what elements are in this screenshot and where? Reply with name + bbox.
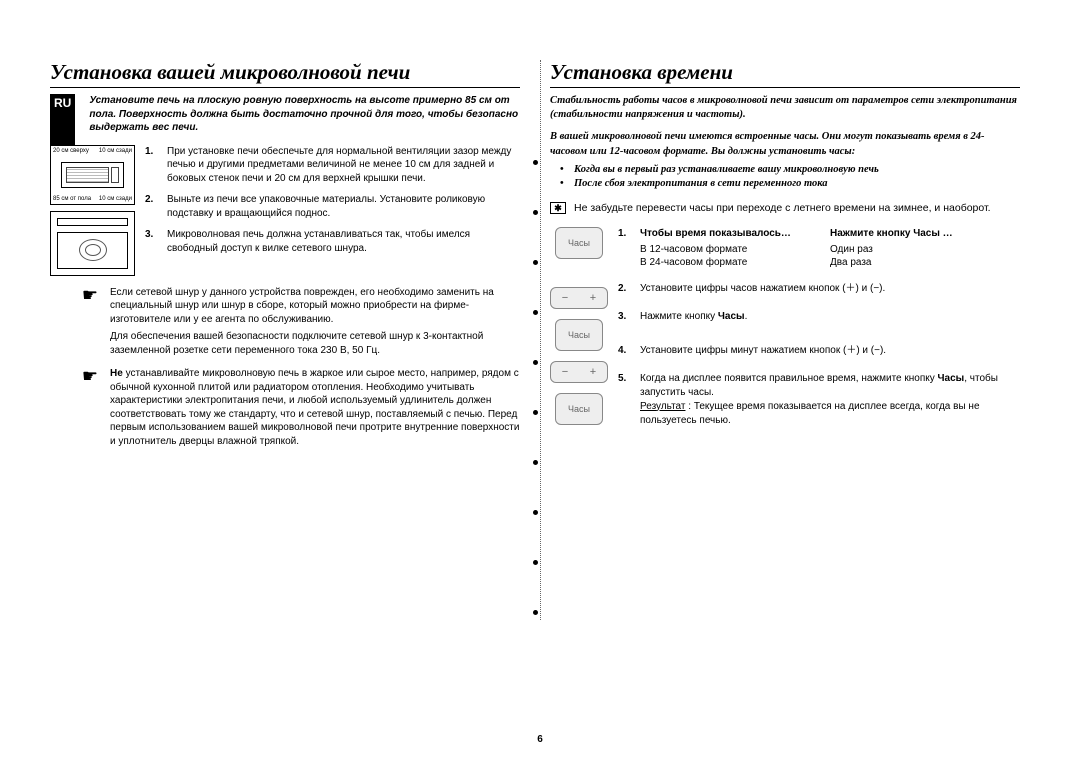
pointer-text: Если сетевой шнур у данного устройства п… — [110, 286, 520, 358]
result-label: Результат — [640, 401, 685, 412]
pointer-icon: ☛ — [80, 286, 100, 358]
note-icon: ✱ — [550, 202, 566, 214]
step-text: Установите цифры часов нажатием кнопок (… — [640, 282, 885, 296]
right-intro-2: В вашей микроволновой печи имеются встро… — [550, 130, 1020, 158]
step-text: Установите цифры минут нажатием кнопок (… — [640, 344, 886, 358]
table-cell: Один раз — [830, 243, 1020, 257]
table-header: Нажмите кнопку Часы … — [830, 227, 1020, 241]
lang-badge: RU — [50, 94, 75, 145]
plus-minus-button-icon: −+ — [550, 287, 608, 309]
bullet-item: После сбоя электропитания в сети перемен… — [550, 177, 1020, 191]
step-item: 3. Микроволновая печь должна устанавлива… — [145, 228, 520, 255]
center-divider — [540, 60, 541, 620]
dot-icon — [533, 410, 538, 415]
button-diagram-column: Часы −+ Часы −+ Часы — [550, 227, 608, 436]
step-number: 4. — [618, 344, 632, 358]
emphasis: Не — [110, 368, 123, 379]
bullet-list: Когда вы в первый раз устанавливаете ваш… — [550, 163, 1020, 191]
table-cell: В 24-часовом формате — [640, 256, 830, 270]
dim-label: 10 см сзади — [99, 196, 132, 202]
dot-icon — [533, 210, 538, 215]
pointer-row: ☛ Если сетевой шнур у данного устройства… — [50, 286, 520, 358]
step-number: 1. — [618, 227, 632, 270]
dot-icon — [533, 460, 538, 465]
diagram-top-view: 20 см сверху 10 см сзади 85 см от пола 1… — [50, 145, 135, 205]
dot-icon — [533, 510, 538, 515]
dim-label: 85 см от пола — [53, 196, 91, 202]
right-column: Установка времени Стабильность работы ча… — [550, 60, 1020, 458]
diagram-row: 20 см сверху 10 см сзади 85 см от пола 1… — [50, 145, 520, 276]
diagram-front-view — [50, 211, 135, 276]
dot-icon — [533, 610, 538, 615]
step-item: 5. Когда на дисплее появится правильное … — [618, 372, 1020, 428]
clock-button-icon: Часы — [555, 319, 603, 351]
page-number: 6 — [537, 734, 543, 745]
dot-icon — [533, 160, 538, 165]
pointer-paragraph: устанавливайте микроволновую печь в жарк… — [110, 368, 519, 447]
step-number: 3. — [145, 228, 159, 255]
dim-label: 10 см сзади — [99, 148, 132, 154]
clock-button-icon: Часы — [555, 393, 603, 425]
step-number: 2. — [145, 193, 159, 220]
table-cell: Два раза — [830, 256, 1020, 270]
dot-icon — [533, 360, 538, 365]
step-number: 5. — [618, 372, 632, 428]
right-heading-row: Установка времени — [550, 60, 1020, 88]
step-item: 3. Нажмите кнопку Часы. — [618, 310, 1020, 324]
microwave-diagram: 20 см сверху 10 см сзади 85 см от пола 1… — [50, 145, 135, 276]
table-header: Чтобы время показывалось… — [640, 227, 830, 241]
step-item: 1. При установке печи обеспечьте для нор… — [145, 145, 520, 186]
right-steps-list: 1. Чтобы время показывалось… Нажмите кно… — [618, 227, 1020, 436]
step-text: Нажмите кнопку Часы. — [640, 310, 747, 324]
pointer-icon: ☛ — [80, 367, 100, 448]
table-cell: В 12-часовом формате — [640, 243, 830, 257]
page-container: Установка вашей микроволновой печи RU Ус… — [50, 60, 1030, 458]
step-item: 2. Выньте из печи все упаковочные матери… — [145, 193, 520, 220]
binding-dots — [533, 160, 538, 615]
step-number: 3. — [618, 310, 632, 324]
dot-icon — [533, 310, 538, 315]
right-intro-1: Стабильность работы часов в микроволново… — [550, 94, 1020, 122]
step-number: 1. — [145, 145, 159, 186]
step-text: При установке печи обеспечьте для нормал… — [167, 145, 520, 186]
right-heading: Установка времени — [550, 60, 733, 85]
step-item: 2. Установите цифры часов нажатием кнопо… — [618, 282, 1020, 296]
step-item: 1. Чтобы время показывалось… Нажмите кно… — [618, 227, 1020, 270]
left-steps: 1. При установке печи обеспечьте для нор… — [145, 145, 520, 276]
step-item: 4. Установите цифры минут нажатием кнопо… — [618, 344, 1020, 358]
right-steps-container: Часы −+ Часы −+ Часы 1. Чтобы время пока… — [550, 227, 1020, 436]
note-text: Не забудьте перевести часы при переходе … — [574, 201, 991, 215]
plus-minus-button-icon: −+ — [550, 361, 608, 383]
bullet-item: Когда вы в первый раз устанавливаете ваш… — [550, 163, 1020, 177]
dot-icon — [533, 560, 538, 565]
dot-icon — [533, 260, 538, 265]
step-text: Микроволновая печь должна устанавливатьс… — [167, 228, 520, 255]
left-column: Установка вашей микроволновой печи RU Ус… — [50, 60, 520, 458]
left-heading-row: Установка вашей микроволновой печи — [50, 60, 520, 88]
pointer-paragraph: Если сетевой шнур у данного устройства п… — [110, 286, 520, 327]
clock-button-icon: Часы — [555, 227, 603, 259]
note-row: ✱ Не забудьте перевести часы при переход… — [550, 201, 1020, 215]
step-number: 2. — [618, 282, 632, 296]
step-text: Выньте из печи все упаковочные материалы… — [167, 193, 520, 220]
pointer-row: ☛ Не устанавливайте микроволновую печь в… — [50, 367, 520, 448]
left-heading: Установка вашей микроволновой печи — [50, 60, 410, 85]
pointer-paragraph: Для обеспечения вашей безопасности подкл… — [110, 330, 520, 357]
step-text: Когда на дисплее появится правильное вре… — [640, 372, 1020, 428]
left-intro: Установите печь на плоскую ровную поверх… — [89, 94, 520, 135]
pointer-text: Не устанавливайте микроволновую печь в ж… — [110, 367, 520, 448]
dim-label: 20 см сверху — [53, 148, 89, 154]
